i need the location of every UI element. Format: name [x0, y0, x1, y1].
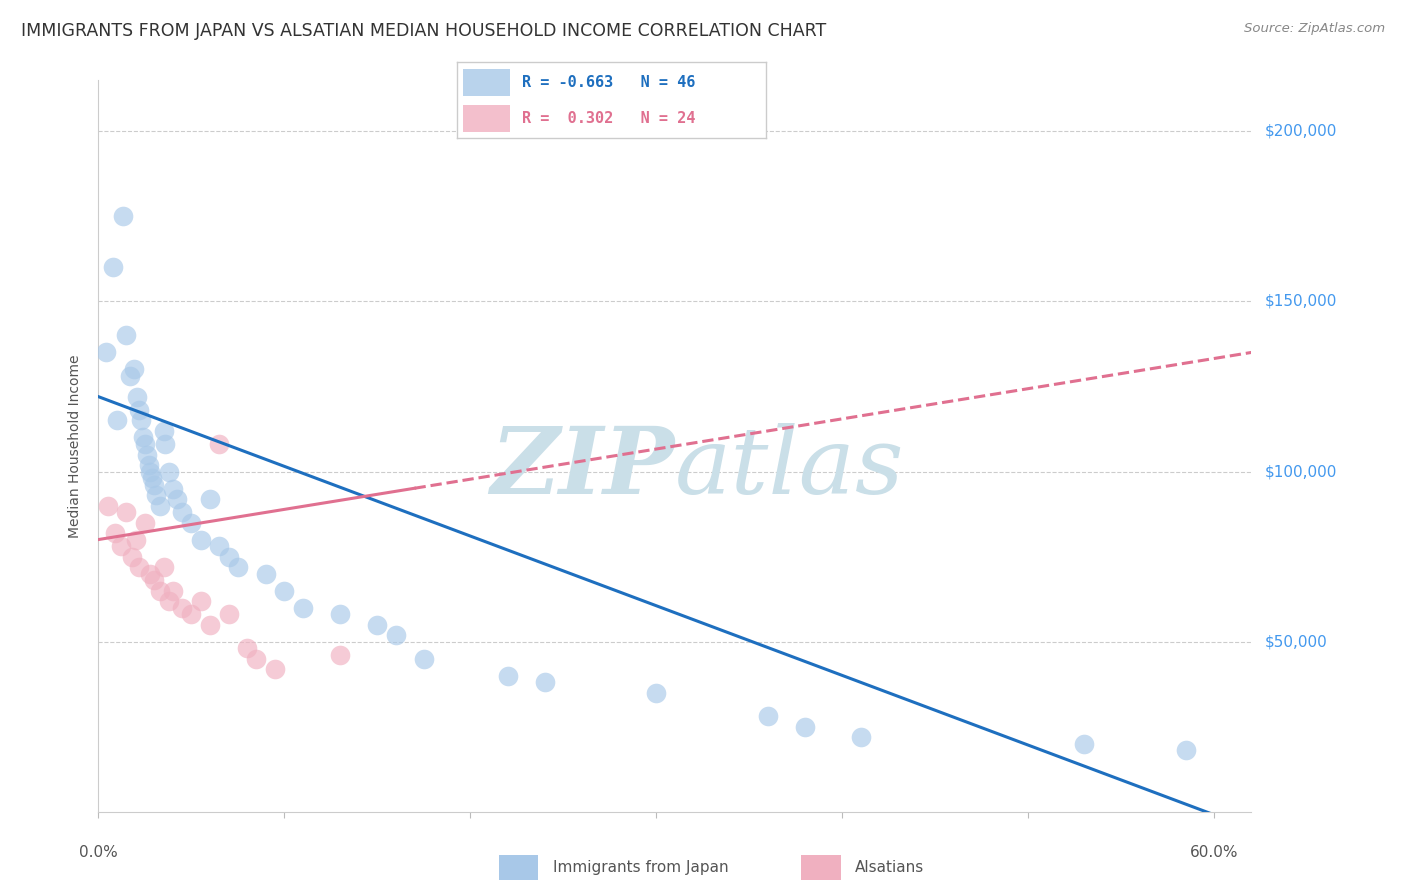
Text: $100,000: $100,000 [1265, 464, 1337, 479]
Point [121, 549, 143, 564]
Point [157, 594, 180, 608]
Text: IMMIGRANTS FROM JAPAN VS ALSATIAN MEDIAN HOUSEHOLD INCOME CORRELATION CHART: IMMIGRANTS FROM JAPAN VS ALSATIAN MEDIAN… [21, 22, 827, 40]
Point [143, 574, 166, 588]
Point [756, 709, 779, 723]
Point [166, 491, 188, 506]
Point [245, 651, 267, 665]
Point [329, 607, 352, 622]
Text: 0.0%: 0.0% [79, 845, 118, 860]
Point [104, 525, 127, 540]
Point [190, 594, 212, 608]
Point [208, 540, 231, 554]
Point [1175, 743, 1198, 757]
Point [149, 499, 172, 513]
Point [152, 424, 174, 438]
Point [198, 617, 221, 632]
Text: Immigrants from Japan: Immigrants from Japan [553, 860, 728, 874]
Point [115, 505, 138, 519]
Point [162, 583, 184, 598]
Point [1073, 737, 1095, 751]
Point [139, 566, 162, 581]
Point [180, 607, 202, 622]
Text: R =  0.302   N = 24: R = 0.302 N = 24 [522, 111, 696, 126]
Point [94, 345, 117, 359]
Point [172, 600, 194, 615]
Point [172, 505, 194, 519]
Point [190, 533, 212, 547]
Point [111, 210, 134, 224]
Point [128, 559, 150, 574]
Point [208, 437, 231, 451]
Point [180, 516, 202, 530]
Point [412, 651, 434, 665]
Text: 60.0%: 60.0% [1189, 845, 1239, 860]
Point [264, 662, 287, 676]
Point [149, 583, 172, 598]
Text: Alsatians: Alsatians [855, 860, 924, 874]
Point [496, 668, 519, 682]
Bar [463, 105, 509, 132]
Point [533, 675, 555, 690]
Text: ZIP: ZIP [491, 423, 675, 513]
Point [226, 559, 249, 574]
Point [127, 390, 149, 404]
Point [645, 686, 668, 700]
Point [124, 533, 146, 547]
Text: atlas: atlas [675, 423, 904, 513]
Point [110, 540, 132, 554]
Point [118, 369, 141, 384]
Point [198, 491, 221, 506]
Point [218, 607, 240, 622]
Point [143, 478, 166, 492]
Y-axis label: Median Household Income: Median Household Income [69, 354, 83, 538]
Text: $150,000: $150,000 [1265, 293, 1337, 309]
Point [152, 559, 174, 574]
Text: R = -0.663   N = 46: R = -0.663 N = 46 [522, 75, 696, 90]
Point [385, 628, 408, 642]
Point [155, 437, 177, 451]
Point [157, 465, 180, 479]
Point [115, 328, 138, 343]
Point [105, 413, 128, 427]
Point [141, 471, 163, 485]
Point [273, 583, 295, 598]
Point [138, 458, 160, 472]
Bar [463, 69, 509, 95]
Point [97, 499, 120, 513]
Point [145, 488, 167, 502]
Point [218, 549, 240, 564]
Point [122, 362, 145, 376]
Point [134, 437, 156, 451]
Point [129, 413, 152, 427]
Point [794, 720, 817, 734]
Point [162, 482, 184, 496]
Point [291, 600, 314, 615]
Text: Source: ZipAtlas.com: Source: ZipAtlas.com [1244, 22, 1385, 36]
Point [132, 430, 155, 444]
Point [134, 516, 156, 530]
Point [254, 566, 277, 581]
Point [849, 730, 872, 744]
Point [103, 260, 125, 275]
Text: $200,000: $200,000 [1265, 124, 1337, 139]
Point [366, 617, 388, 632]
Point [329, 648, 352, 663]
Point [128, 403, 150, 417]
Point [236, 641, 259, 656]
Point [139, 465, 162, 479]
Text: $50,000: $50,000 [1265, 634, 1329, 649]
Point [135, 448, 157, 462]
